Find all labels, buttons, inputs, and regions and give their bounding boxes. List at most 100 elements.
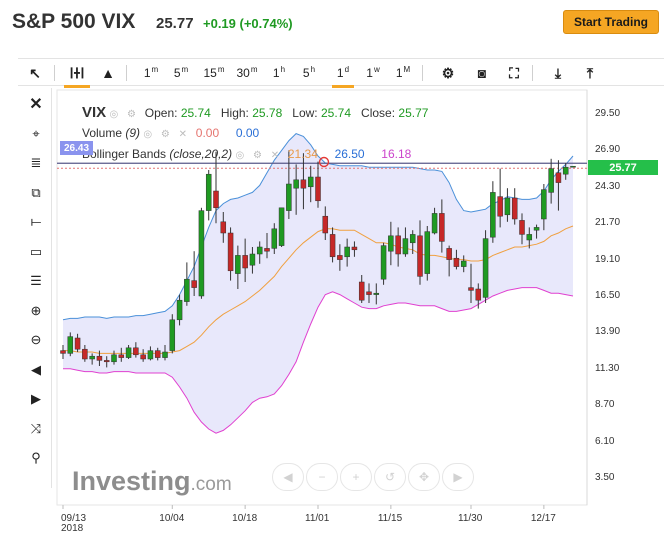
candle-body xyxy=(162,351,168,358)
candle-body xyxy=(497,196,503,217)
x-tick-date: 10/18 xyxy=(232,513,258,524)
candle-body xyxy=(519,220,525,235)
price-change: +0.19 (+0.74%) xyxy=(203,16,293,31)
zoom-in-nav-icon[interactable]: + xyxy=(340,463,372,491)
timeframe-30m[interactable]: 30 m xyxy=(232,61,262,85)
close-x-icon[interactable]: ✕ xyxy=(29,96,43,113)
y-tick-label: 3.50 xyxy=(595,472,615,483)
volume-value-b: 0.00 xyxy=(235,126,260,140)
mountain-chart-icon[interactable]: ▲ xyxy=(101,65,115,81)
candle-body xyxy=(380,245,387,280)
timeframe-unit: M xyxy=(403,64,411,74)
candle-body xyxy=(555,172,562,183)
download-icon[interactable]: ⤓ xyxy=(554,64,562,81)
candle-body xyxy=(446,248,452,260)
candle-body xyxy=(504,197,511,216)
scroll-right-icon[interactable]: ▶ xyxy=(442,463,474,491)
fullscreen-icon[interactable]: ⛶ xyxy=(509,64,519,81)
x-tick-label: 10/18 xyxy=(232,513,257,524)
toolbar-separator xyxy=(422,65,423,81)
candle-body xyxy=(533,227,540,231)
y-tick-label: 6.10 xyxy=(595,435,615,447)
volume-label: Volume xyxy=(82,126,123,140)
scroll-left-icon[interactable]: ◀ xyxy=(272,463,304,491)
candle-body xyxy=(366,291,372,295)
candle-body xyxy=(256,246,263,255)
candle-body xyxy=(82,348,88,360)
x-tick-label: 10/04 xyxy=(159,513,184,524)
candle-body xyxy=(176,299,183,321)
timeframe-unit: m xyxy=(217,64,225,74)
marker-circle xyxy=(318,156,330,168)
candle-body xyxy=(278,207,285,246)
y-tick-label: 11.30 xyxy=(595,362,620,374)
candlestick-icon[interactable]: ┃╋┃ xyxy=(62,61,92,88)
step-back-icon[interactable]: ◀ xyxy=(31,361,41,377)
volume-value-a: 0.00 xyxy=(195,126,220,140)
trendline-icon[interactable]: ⟝ xyxy=(30,214,42,229)
candle-body xyxy=(417,235,423,277)
start-trading-button[interactable]: Start Trading xyxy=(563,10,659,34)
logo-suffix: .com xyxy=(190,474,232,495)
candle-body xyxy=(344,246,350,258)
measure-icon[interactable]: ⚲ xyxy=(31,450,41,465)
candle-body xyxy=(293,179,299,189)
step-forward-icon[interactable]: ▶ xyxy=(31,391,41,406)
timeframe-unit: h xyxy=(310,64,316,74)
candle-body xyxy=(118,354,125,358)
candle-body xyxy=(154,350,161,358)
low-value: 25.74 xyxy=(320,106,352,120)
legend-controls-icon[interactable]: ◎ ⚙ xyxy=(109,109,145,120)
high-label: High: xyxy=(220,106,249,120)
candle-body xyxy=(526,234,533,241)
header: S&P 500 VIX 25.77 +0.19 (+0.74%) Start T… xyxy=(0,0,664,46)
fib-icon[interactable]: ≣ xyxy=(30,155,42,170)
timeframe-15m[interactable]: 15 m xyxy=(200,61,228,85)
bb-upper-value: 26.50 xyxy=(334,147,365,161)
cursor-icon[interactable]: ↖ xyxy=(29,64,41,81)
text-tool-icon[interactable]: ⤨ xyxy=(30,420,42,436)
candle-body xyxy=(482,238,489,298)
reset-nav-icon[interactable]: ↺ xyxy=(374,463,406,491)
y-tick-label: 24.30 xyxy=(595,180,621,192)
timeframe-value: 5 xyxy=(173,66,181,80)
y-tick-label: 13.90 xyxy=(595,326,621,338)
x-tick-label: 12/17 xyxy=(531,513,556,524)
gear-icon[interactable]: ⚙ xyxy=(441,64,455,81)
zoom-in-icon[interactable]: ⊕ xyxy=(30,302,42,318)
upload-icon[interactable]: ⤒ xyxy=(586,64,594,81)
pan-nav-icon[interactable]: ✥ xyxy=(408,463,440,491)
copy-icon[interactable]: ⧉ xyxy=(31,184,41,200)
candle-body xyxy=(351,246,358,251)
zoom-out-nav-icon[interactable]: − xyxy=(306,463,338,491)
candle-body xyxy=(264,248,270,252)
low-label: Low: xyxy=(292,106,318,120)
bb-label: Bollinger Bands xyxy=(82,147,167,161)
zoom-out-icon[interactable]: ⊖ xyxy=(30,332,42,347)
rectangle-icon[interactable]: ▭ xyxy=(29,243,43,259)
y-tick-label: 19.10 xyxy=(595,253,621,265)
bollinger-legend: Bollinger Bands (close,20,2) ◎ ⚙ ✕ 21.34… xyxy=(82,147,411,161)
candle-body xyxy=(562,166,569,175)
crosshair-icon[interactable]: ⌖ xyxy=(32,125,40,141)
timeframe-value: 15 xyxy=(203,66,217,80)
volume-controls-icon[interactable]: ◎ ⚙ ✕ xyxy=(143,129,196,140)
close-label: Close: xyxy=(361,106,396,120)
lines-icon[interactable]: ☰ xyxy=(30,273,42,288)
candle-body xyxy=(548,168,554,193)
bb-controls-icon[interactable]: ◎ ⚙ ✕ xyxy=(235,150,288,161)
camera-icon[interactable]: ◙ xyxy=(477,65,487,81)
x-tick-date: 09/13 xyxy=(61,513,87,524)
drawing-tools: ✕ ⌖ ≣ ⧉ ⟝ ▭ ☰ ⊕ ⊖ ◀ ▶ ⤨ ⚲ xyxy=(18,88,52,488)
candle-body xyxy=(213,190,219,209)
timeframe-unit: m xyxy=(181,64,189,74)
candle-body xyxy=(431,213,438,234)
